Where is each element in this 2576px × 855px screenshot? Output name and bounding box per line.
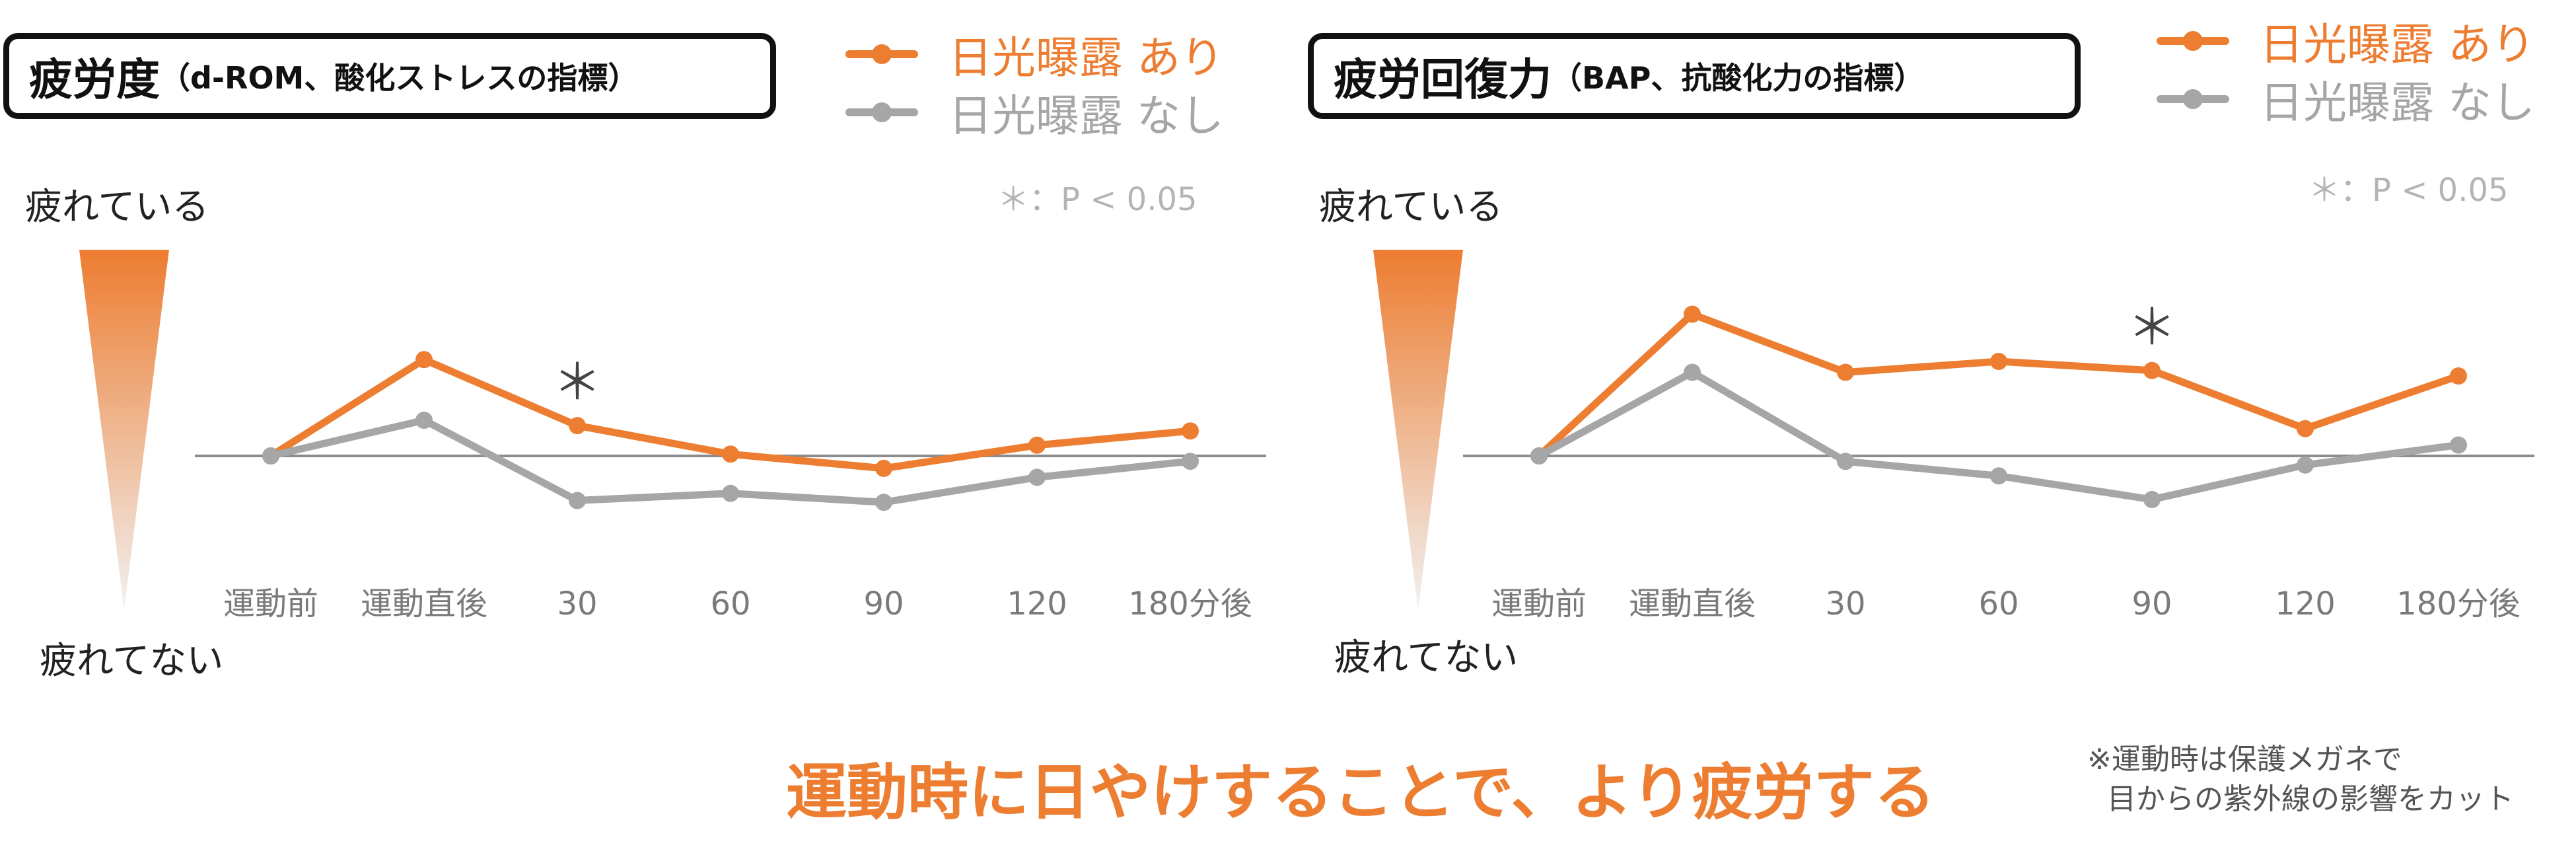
legend-line-with-sun [845, 44, 918, 64]
series-with-sun-point [1837, 363, 1854, 381]
series-with-sun-point [2143, 361, 2161, 379]
series-without-sun-point [2143, 491, 2161, 508]
fatigue-chart-panel: 疲労度 （d-ROM、酸化ストレスの指標） 日光曝露 あり 日光曝露 なし ＊：… [0, 0, 1288, 727]
x-tick-label: 90 [2131, 585, 2172, 622]
legend-item-without-sun: 日光曝露 なし [845, 83, 1224, 141]
legend-line-with-sun [2157, 31, 2229, 51]
line-chart-plot: 運動前 運動直後 30 60 90 120 180分後 ＊ [195, 351, 1266, 622]
series-without-sun-point [1684, 363, 1701, 381]
conclusion-text: 運動時に日やけすることで、より疲労する [786, 757, 1935, 828]
recovery-gradient-wedge [1373, 250, 1463, 610]
x-tick-label: 運動前 [223, 585, 318, 622]
x-tick-label: 運動直後 [1629, 585, 1756, 622]
fatigue-gradient-wedge [79, 250, 169, 610]
series-without-sun-point [875, 494, 892, 511]
series-with-sun-point [1182, 422, 1199, 440]
legend-item-with-sun: 日光曝露 あり [845, 25, 1224, 83]
legend-label-without-sun: 日光曝露 なし [2260, 77, 2535, 128]
series-without-sun-point [2450, 436, 2467, 454]
chart-subtitle: （BAP、抗酸化力の指標） [1552, 60, 1925, 96]
legend-item-with-sun: 日光曝露 あり [2157, 12, 2535, 70]
x-tick-label: 120 [2275, 585, 2336, 622]
series-without-sun-point [2297, 456, 2314, 474]
legend-line-without-sun [2157, 89, 2229, 109]
x-tick-label: 180分後 [1128, 585, 1252, 622]
series-without-sun-point [1182, 453, 1199, 470]
x-tick-label: 60 [710, 585, 750, 622]
series-without-sun-point [1837, 453, 1854, 470]
chart-title: 疲労回復力 [1334, 54, 1552, 105]
significance-note: ＊：P < 0.05 [997, 181, 1198, 218]
y-high-label: 疲れている [25, 186, 209, 229]
significance-marker: ＊ [553, 354, 602, 411]
legend-label-without-sun: 日光曝露 なし [948, 91, 1224, 141]
y-low-label: 疲れてない [40, 640, 224, 683]
footnote-line-2: 目からの紫外線の影響をカット [2107, 782, 2514, 816]
series-with-sun-point [415, 351, 433, 369]
chart-legend: 日光曝露 あり 日光曝露 なし [2157, 12, 2535, 128]
series-with-sun-line [1535, 311, 2462, 460]
significance-note: ＊：P < 0.05 [2308, 172, 2509, 209]
x-tick-label: 60 [1978, 585, 2019, 622]
series-without-sun-point [415, 412, 433, 429]
series-without-sun-point [569, 492, 586, 509]
chart-title-box: 疲労回復力 （BAP、抗酸化力の指標） [1308, 33, 2081, 119]
series-with-sun-point [2297, 420, 2314, 437]
chart-title: 疲労度 [29, 54, 160, 105]
y-high-label: 疲れている [1319, 186, 1503, 229]
line-chart-plot: 運動前 運動直後 30 60 90 120 180分後 ＊ [1463, 299, 2534, 622]
chart-subtitle: （d-ROM、酸化ストレスの指標） [160, 60, 639, 96]
x-tick-label: 30 [557, 585, 597, 622]
legend-item-without-sun: 日光曝露 なし [2157, 70, 2535, 128]
x-tick-label: 90 [863, 585, 904, 622]
series-with-sun-point [722, 445, 739, 463]
series-with-sun-point [875, 459, 892, 477]
x-tick-label: 120 [1007, 585, 1067, 622]
series-with-sun-point [2450, 367, 2467, 385]
recovery-chart-panel: 疲労回復力 （BAP、抗酸化力の指標） 日光曝露 あり 日光曝露 なし ＊：P … [1305, 0, 2576, 727]
series-with-sun-point [1990, 353, 2007, 370]
series-with-sun-point [569, 417, 586, 435]
x-tick-label: 運動前 [1491, 585, 1587, 622]
series-without-sun-point [1990, 467, 2007, 485]
legend-line-without-sun [845, 102, 918, 122]
x-tick-label: 30 [1825, 585, 1865, 622]
series-with-sun-point [1684, 305, 1701, 323]
x-tick-label: 180分後 [2396, 585, 2521, 622]
series-with-sun-point [1028, 436, 1046, 454]
legend-label-with-sun: 日光曝露 あり [948, 32, 1224, 83]
series-without-sun-point [722, 484, 739, 502]
chart-legend: 日光曝露 あり 日光曝露 なし [845, 25, 1224, 141]
series-without-sun-point [262, 447, 279, 465]
footnote: ※運動時は保護メガネで 目からの紫外線の影響をカット [2087, 740, 2514, 819]
series-without-sun-point [1530, 447, 1548, 465]
legend-label-with-sun: 日光曝露 あり [2260, 19, 2535, 70]
footnote-line-1: ※運動時は保護メガネで [2087, 743, 2402, 776]
significance-marker: ＊ [2128, 299, 2176, 356]
y-low-label: 疲れてない [1334, 636, 1519, 679]
chart-title-box: 疲労度 （d-ROM、酸化ストレスの指標） [3, 33, 776, 119]
x-tick-label: 運動直後 [361, 585, 487, 622]
series-without-sun-point [1028, 468, 1046, 486]
